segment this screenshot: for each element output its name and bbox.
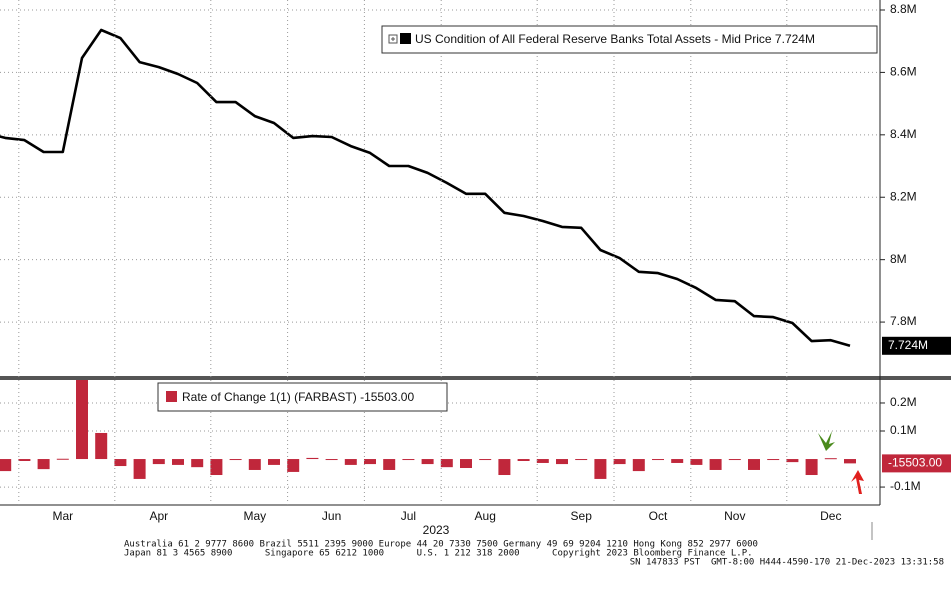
- x-tick-label: Dec: [820, 509, 841, 523]
- y-tick-label: 8.2M: [890, 189, 917, 203]
- x-tick-label: Jun: [322, 509, 341, 523]
- y-tick-label: 0.1M: [890, 423, 917, 437]
- x-tick-label: Mar: [52, 509, 73, 523]
- bar: [652, 459, 664, 461]
- bar: [344, 459, 357, 465]
- y-tick-label: 7.8M: [890, 314, 917, 328]
- lower-panel: [0, 380, 880, 488]
- bar: [268, 459, 280, 465]
- bar: [575, 459, 588, 461]
- legend-toggle[interactable]: [388, 34, 398, 44]
- legend-text: US Condition of All Federal Reserve Bank…: [415, 32, 815, 46]
- bar: [690, 459, 703, 465]
- bar: [498, 459, 511, 476]
- bar: [805, 459, 818, 476]
- bar: [133, 459, 146, 479]
- bar: [248, 459, 261, 470]
- bar: [844, 459, 856, 464]
- footer-line: SN 147833 PST GMT-8:00 H444-4590-170 21-…: [630, 558, 944, 568]
- bar: [824, 458, 837, 460]
- panel-divider: [0, 376, 951, 380]
- bar: [95, 432, 108, 460]
- bar: [709, 459, 722, 470]
- bar: [421, 459, 434, 465]
- x-tick-label: Nov: [724, 509, 745, 523]
- legend-toggle-icon: [391, 37, 395, 41]
- footer-line: Japan 81 3 4565 8900 Singapore 65 6212 1…: [124, 549, 753, 559]
- y-tick-label: -0.1M: [890, 479, 921, 493]
- legend-box: [381, 25, 878, 54]
- bar: [786, 459, 799, 463]
- data-line: [0, 28, 851, 348]
- bar: [536, 459, 549, 463]
- legend-box: [157, 382, 448, 412]
- legend-text: Rate of Change 1(1) (FARBAST) -15503.00: [182, 390, 414, 404]
- bar: [402, 459, 415, 461]
- annotation-arrow: [851, 470, 864, 494]
- legend-swatch: [400, 33, 411, 44]
- x-tick-label: May: [243, 509, 266, 523]
- bar: [364, 459, 376, 465]
- y-tick-label: 0.2M: [890, 395, 917, 409]
- last-value-tag: [882, 336, 951, 355]
- bar: [460, 459, 472, 469]
- bar: [114, 459, 127, 467]
- bar: [517, 459, 530, 461]
- bar: [306, 457, 319, 460]
- y-tick-label: 8M: [890, 252, 907, 266]
- bar: [728, 459, 741, 461]
- x-axis-label: 2023: [423, 523, 450, 537]
- y-tick-label: 8.4M: [890, 127, 917, 141]
- y-tick-label: 8.8M: [890, 2, 917, 16]
- bar: [325, 459, 338, 461]
- x-tick-label: Sep: [571, 509, 593, 523]
- bar: [613, 459, 626, 465]
- bar: [671, 459, 684, 463]
- bar: [383, 459, 396, 470]
- x-tick-label: Jul: [401, 509, 416, 523]
- bar: [210, 459, 223, 476]
- last-value-tag: [882, 454, 951, 473]
- bar: [229, 459, 242, 461]
- upper-panel: [0, 9, 880, 348]
- bar: [556, 459, 568, 465]
- x-tick-label: Oct: [649, 509, 668, 523]
- bar: [748, 459, 760, 470]
- bar: [152, 459, 165, 465]
- bar: [287, 459, 300, 472]
- bar: [440, 459, 453, 468]
- legend-swatch: [166, 391, 177, 402]
- y-tick-label: 8.6M: [890, 65, 917, 79]
- bar: [191, 459, 204, 468]
- bar: [37, 459, 50, 470]
- bar: [18, 459, 31, 461]
- bar: [632, 459, 645, 472]
- x-tick-label: Aug: [475, 509, 496, 523]
- bar: [479, 459, 492, 461]
- bar: [172, 459, 184, 465]
- annotation-arrow: [818, 431, 835, 451]
- bar: [594, 459, 607, 479]
- bar: [56, 458, 69, 460]
- bar: [0, 459, 12, 472]
- labels: 7.8M 8M 8.2M 8.4M 8.6M 8.8M 7.724M -0.1M 0.1M 0.2…: [18, 0, 951, 523]
- x-tick-label: Apr: [149, 509, 168, 523]
- footer-line: Australia 61 2 9777 8600 Brazil 5511 239…: [124, 540, 758, 550]
- bar: [76, 380, 88, 460]
- last-value-label: 7.724M: [888, 338, 928, 352]
- last-value-label: -15503.00: [888, 456, 942, 470]
- bar: [767, 459, 780, 461]
